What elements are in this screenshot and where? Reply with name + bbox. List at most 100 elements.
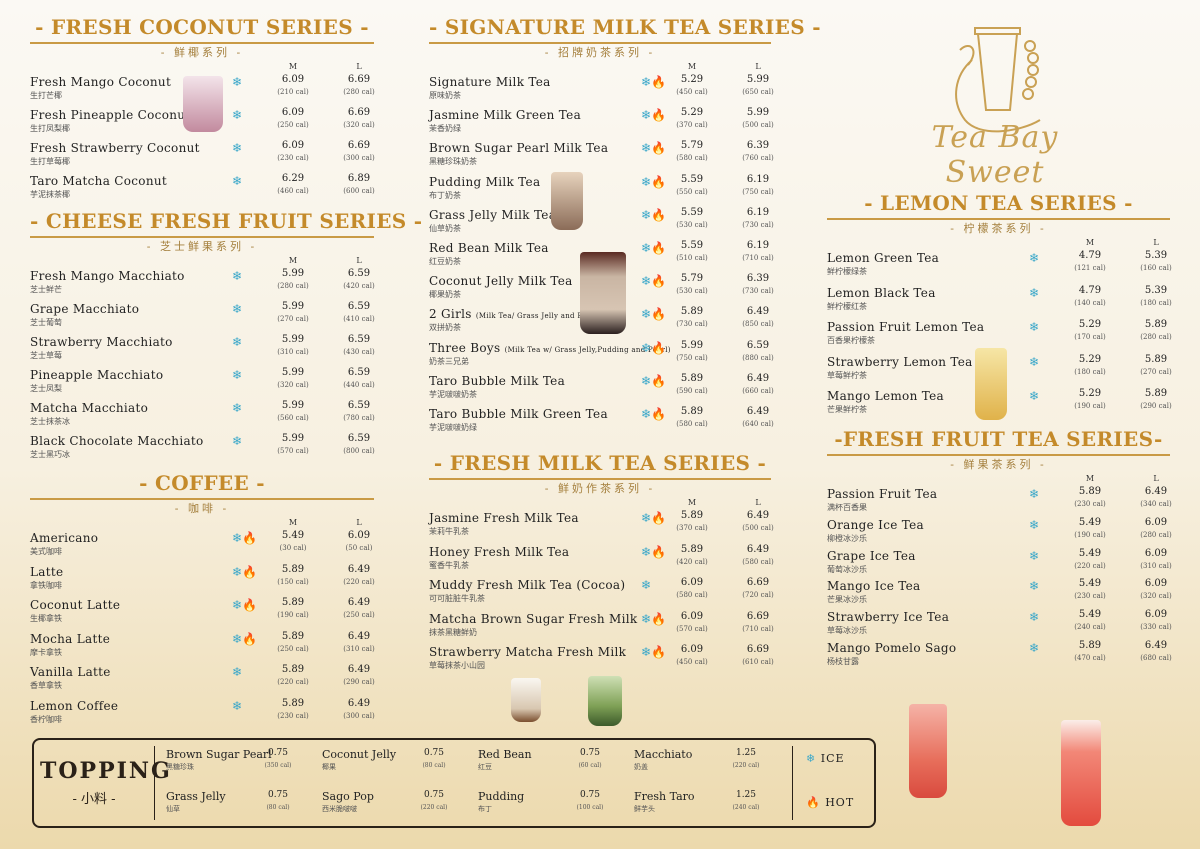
cal-large: (580 cal) <box>742 557 774 566</box>
menu-item: Black Chocolate Macchiato 芝士黑巧冰 ❄ 5.99 (570 … <box>30 432 375 465</box>
item-name: Latte <box>30 565 63 579</box>
item-name: Americano <box>30 531 98 545</box>
price-medium: 4.79 <box>1078 250 1102 261</box>
temp-icons: ❄🔥 <box>641 612 666 626</box>
temp-icons: ❄🔥 <box>641 208 666 222</box>
snowflake-icon: ❄ <box>232 598 243 612</box>
price-medium: 6.29 <box>281 173 305 184</box>
menu-item: Matcha Macchiato 芝士抹茶冰 ❄ 5.99 (560 cal) 6.59 (… <box>30 399 375 432</box>
item-name-zh: 鲜柠檬红茶 <box>827 301 867 311</box>
price-large: 6.39 <box>746 140 770 152</box>
item-name-en: Muddy Fresh Milk Tea (Cocoa) <box>429 578 626 593</box>
snowflake-icon: ❄ <box>641 544 652 559</box>
price-large: 5.39 <box>1144 284 1168 296</box>
item-name: Black Chocolate Macchiato <box>30 434 204 448</box>
cal-large: (160 cal) <box>1140 264 1172 272</box>
cal-large: (180 cal) <box>1140 298 1172 307</box>
price-medium: 5.89 <box>281 563 305 575</box>
flame-icon: 🔥 <box>651 141 667 156</box>
cal-medium: (250 cal) <box>277 121 309 129</box>
cal-medium: (180 cal) <box>1074 367 1106 376</box>
cal-large: (320 cal) <box>1140 592 1172 601</box>
price-medium: 5.49 <box>1078 516 1102 528</box>
item-name-zh: 抹茶黑糖鲜奶 <box>429 627 477 637</box>
cal-medium: (530 cal) <box>676 287 708 296</box>
cal-medium: (570 cal) <box>277 447 309 455</box>
item-name-en: Coconut Jelly Milk Tea <box>429 274 573 289</box>
topping-price: 0.75 <box>267 748 289 758</box>
item-name-zh: 芒果鲜柠茶 <box>827 405 867 414</box>
temp-icons: ❄🔥 <box>641 374 666 388</box>
cal-large: (270 cal) <box>1140 367 1172 376</box>
cal-large: (300 cal) <box>343 711 375 720</box>
temp-icons: ❄🔥 <box>232 565 257 579</box>
temp-icons: ❄ <box>232 699 242 713</box>
cal-large: (250 cal) <box>343 611 375 619</box>
cal-medium: (560 cal) <box>277 414 309 422</box>
item-name-zh: 芋泥抹茶椰 <box>30 190 70 199</box>
price-large: 6.69 <box>347 74 371 85</box>
price-medium: 5.99 <box>281 334 305 345</box>
cal-large: (500 cal) <box>742 524 774 532</box>
item-name-en: Lemon Coffee <box>30 698 119 713</box>
item-name: Mango Pomelo Sago <box>827 641 956 655</box>
topping-name-en: Macchiato <box>634 748 693 761</box>
pudding-milk-tea-image <box>551 172 583 230</box>
item-name-en: Matcha Macchiato <box>30 401 149 415</box>
temp-icons: ❄ <box>232 368 242 382</box>
price-large: 6.59 <box>347 334 371 345</box>
price-medium: 5.49 <box>1078 547 1102 559</box>
temp-icons: ❄🔥 <box>641 407 666 421</box>
item-name: Lemon Green Tea <box>827 251 939 265</box>
topping-name-zh: 奶盖 <box>634 763 648 771</box>
flame-icon: 🔥 <box>651 340 667 355</box>
left-column: - FRESH COCONUT SERIES -- 鲜椰系列 - M L Fresh … <box>30 14 422 730</box>
item-name-en: Strawberry Lemon Tea <box>827 354 973 369</box>
lemon-section: - LEMON TEA SERIES -- 柠檬茶系列 - M L Lemon Gre… <box>827 190 1172 426</box>
item-name: Taro Matcha Coconut <box>30 174 167 188</box>
cal-large: (750 cal) <box>742 187 774 196</box>
item-name-zh: 蜜香牛乳茶 <box>429 560 469 570</box>
item-name: Fresh Mango Macchiato <box>30 269 185 283</box>
topping-name-en: Grass Jelly <box>166 790 226 803</box>
cal-large: (290 cal) <box>1140 402 1172 410</box>
temp-icons: ❄🔥 <box>641 75 666 89</box>
temp-icons: ❄ <box>232 174 242 188</box>
price-large: 6.89 <box>347 173 371 184</box>
item-name-zh: 芒果冰沙乐 <box>827 595 867 605</box>
item-name-zh: 生打芒椰 <box>30 91 62 100</box>
price-medium: 5.59 <box>680 239 704 251</box>
cal-medium: (590 cal) <box>676 386 708 395</box>
item-name: Fresh Strawberry Coconut <box>30 141 200 155</box>
topping-price: 0.75 <box>579 790 601 800</box>
item-name: Lemon Coffee <box>30 699 118 713</box>
menu-item: Taro Bubble Milk Green Tea 芋泥啵啵奶绿 ❄🔥 5.89 (5… <box>429 405 774 438</box>
cal-medium: (470 cal) <box>1074 653 1106 662</box>
topping-name-zh: 仙草 <box>166 805 180 813</box>
item-name-en: Honey Fresh Milk Tea <box>429 544 570 559</box>
item-name-zh: 可可脏脏牛乳茶 <box>429 594 485 604</box>
price-large: 6.49 <box>1144 639 1168 651</box>
flame-icon: 🔥 <box>651 108 667 123</box>
topping-price: 0.75 <box>423 790 445 800</box>
item-name-en: Lemon Black Tea <box>827 285 936 300</box>
section-title-underline <box>429 42 771 44</box>
cal-medium: (220 cal) <box>277 678 309 686</box>
cal-medium: (270 cal) <box>277 315 309 323</box>
topping-price: 0.75 <box>267 790 289 800</box>
strawberry-lemonade-image <box>909 704 947 798</box>
topping-price: 0.75 <box>423 748 445 758</box>
item-name: Strawberry Ice Tea <box>827 610 949 624</box>
topping-cal: (80 cal) <box>422 762 446 769</box>
item-name-zh: 杨枝甘露 <box>827 656 859 666</box>
price-large: 6.49 <box>746 372 770 384</box>
item-name: Passion Fruit Lemon Tea <box>827 320 984 334</box>
cal-medium: (310 cal) <box>277 348 309 356</box>
menu-item: Fresh Strawberry Coconut 生打草莓椰 ❄ 6.09 (230 c… <box>30 139 375 172</box>
cal-large: (800 cal) <box>343 447 375 455</box>
snowflake-icon: ❄ <box>232 302 243 316</box>
snowflake-icon: ❄ <box>641 578 652 593</box>
topping-price: 0.75 <box>579 748 601 758</box>
item-name-zh: 芝士抹茶冰 <box>30 417 70 426</box>
item-name-en: Fresh Strawberry Coconut <box>30 141 200 155</box>
